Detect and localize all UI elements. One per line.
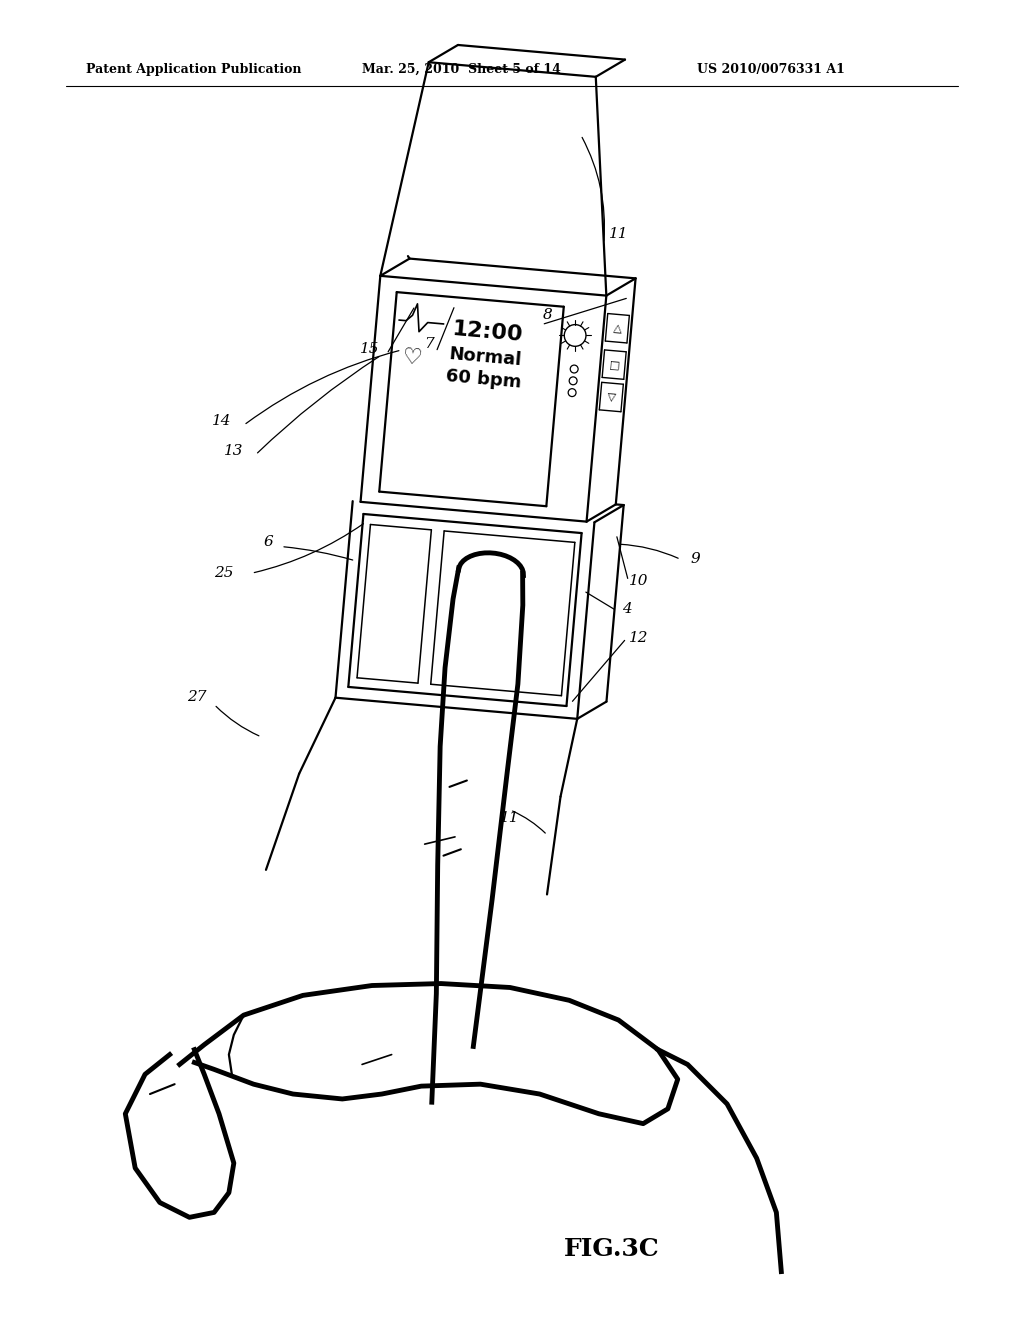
Text: 4: 4: [622, 602, 632, 615]
Text: 11: 11: [501, 810, 520, 825]
Text: 60 bpm: 60 bpm: [444, 367, 521, 391]
Text: 9: 9: [690, 552, 700, 566]
Text: 11: 11: [609, 227, 629, 240]
Text: 7: 7: [424, 338, 434, 351]
Text: 8: 8: [543, 308, 552, 322]
Text: 10: 10: [629, 574, 648, 589]
Text: Mar. 25, 2010  Sheet 5 of 14: Mar. 25, 2010 Sheet 5 of 14: [362, 63, 561, 77]
Text: 13: 13: [224, 444, 244, 458]
Text: 6: 6: [263, 535, 273, 549]
Text: US 2010/0076331 A1: US 2010/0076331 A1: [697, 63, 846, 77]
Text: □: □: [608, 359, 620, 370]
Text: ▽: ▽: [606, 392, 616, 403]
Text: 15: 15: [360, 342, 380, 356]
Text: 12:00: 12:00: [452, 318, 523, 345]
Text: ♡: ♡: [401, 347, 424, 368]
Text: 27: 27: [186, 690, 206, 705]
Text: 25: 25: [214, 566, 233, 581]
Text: FIG.3C: FIG.3C: [564, 1237, 660, 1261]
Text: 14: 14: [212, 414, 231, 428]
Text: △: △: [612, 323, 622, 334]
Text: Patent Application Publication: Patent Application Publication: [86, 63, 301, 77]
Text: 12: 12: [629, 631, 648, 645]
Text: Normal: Normal: [447, 345, 522, 370]
